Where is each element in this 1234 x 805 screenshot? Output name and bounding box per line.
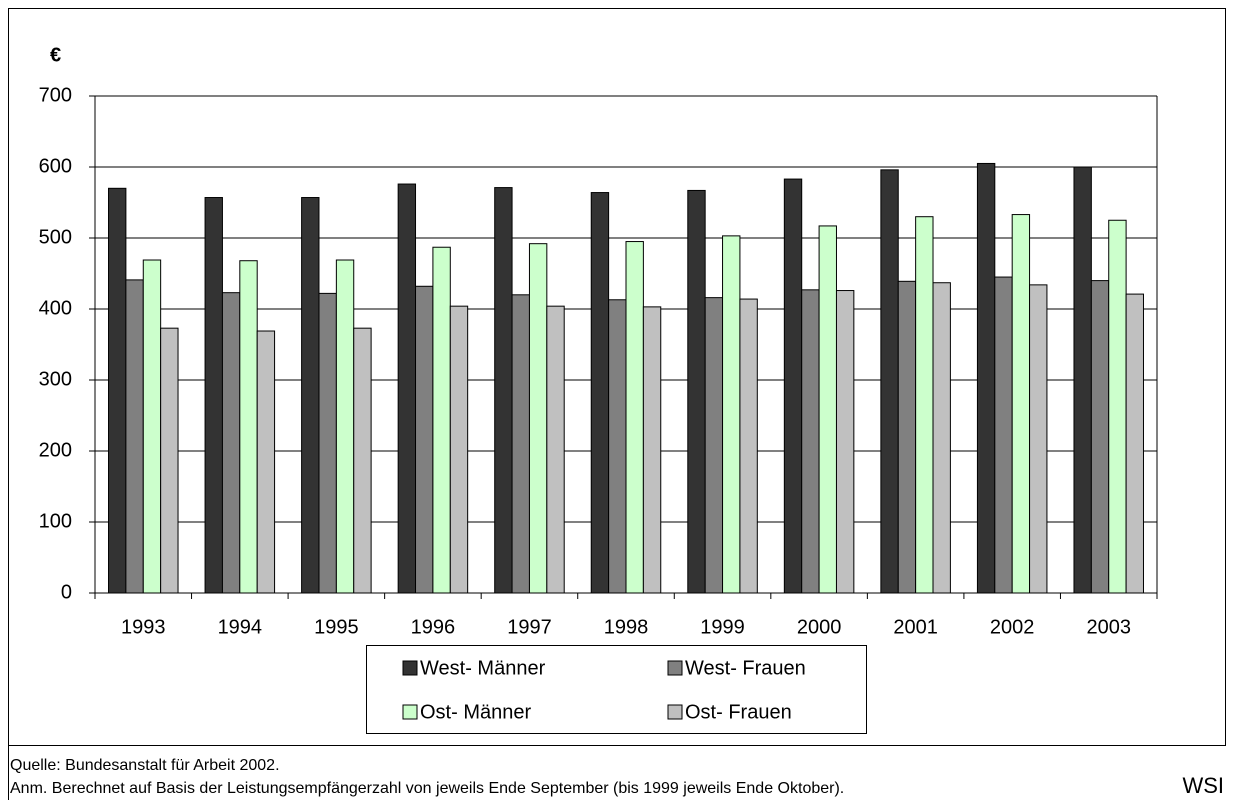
bar — [125, 279, 144, 594]
legend-swatch — [402, 660, 418, 676]
x-tick-label: 2003 — [1086, 616, 1131, 638]
source: Quelle: Bundesanstalt für Arbeit 2002. — [10, 757, 280, 774]
x-tick-label: 1996 — [411, 616, 456, 638]
bar — [1073, 166, 1092, 594]
y-axis-label: € — [50, 44, 61, 66]
x-tick-label: 1999 — [700, 616, 745, 638]
bar — [932, 282, 951, 594]
bar — [449, 305, 469, 594]
bar — [397, 183, 417, 594]
bar — [301, 197, 320, 594]
bar — [256, 330, 276, 594]
bar — [1029, 284, 1048, 594]
x-tick-label: 2002 — [990, 616, 1035, 638]
bar — [835, 290, 855, 594]
x-tick-label: 1995 — [314, 616, 359, 638]
bar — [915, 216, 934, 594]
legend-label: West- Frauen — [685, 657, 806, 679]
x-tick-label: 1994 — [218, 616, 263, 638]
bar — [528, 243, 548, 594]
y-tick-label: 500 — [39, 226, 72, 248]
y-tick-label: 0 — [61, 581, 72, 603]
bar — [625, 241, 644, 594]
bar — [239, 260, 258, 594]
bar — [1090, 280, 1110, 594]
bar — [335, 259, 355, 594]
bar — [704, 297, 724, 594]
bar — [546, 305, 565, 594]
bar — [221, 292, 241, 594]
bar — [494, 187, 513, 594]
y-tick-label: 100 — [39, 510, 72, 532]
bar — [642, 306, 662, 594]
bar — [160, 327, 179, 594]
y-tick-label: 600 — [39, 155, 72, 177]
bar — [1011, 214, 1031, 594]
bar — [1108, 219, 1127, 594]
x-tick-label: 2001 — [893, 616, 938, 638]
chart-frame — [8, 8, 1226, 746]
bar — [880, 169, 899, 594]
bar — [687, 189, 706, 594]
legend-swatch — [667, 704, 683, 720]
legend-swatch — [402, 704, 418, 720]
bar — [783, 178, 803, 594]
y-tick-label: 400 — [39, 297, 72, 319]
bar — [818, 225, 837, 594]
x-tick-label: 1997 — [507, 616, 552, 638]
bar — [1125, 293, 1144, 594]
bar — [739, 298, 758, 594]
y-tick-label: 700 — [39, 84, 72, 106]
x-tick-label: 1998 — [604, 616, 649, 638]
bar — [976, 162, 996, 594]
bar — [897, 280, 917, 594]
bar — [608, 299, 627, 594]
legend-label: Ost- Männer — [420, 701, 531, 723]
y-tick-label: 300 — [39, 368, 72, 390]
x-tick-label: 2000 — [797, 616, 842, 638]
legend — [366, 645, 867, 734]
bar — [511, 294, 530, 594]
bar — [801, 289, 820, 594]
x-tick-label: 1993 — [121, 616, 166, 638]
bar — [353, 327, 372, 594]
y-tick-label: 200 — [39, 439, 72, 461]
bar — [108, 187, 127, 594]
legend-label: West- Männer — [420, 657, 546, 679]
legend-swatch — [667, 660, 683, 676]
note: Anm. Berechnet auf Basis der Leistungsem… — [10, 780, 844, 797]
logo: WSI — [1182, 773, 1224, 798]
bar — [142, 259, 162, 594]
bar — [994, 276, 1013, 594]
bar — [415, 285, 434, 594]
legend-label: Ost- Frauen — [685, 701, 792, 723]
bar — [590, 192, 610, 594]
bar — [318, 292, 337, 594]
bar — [204, 197, 223, 594]
bar — [722, 235, 741, 594]
bar — [432, 246, 451, 594]
